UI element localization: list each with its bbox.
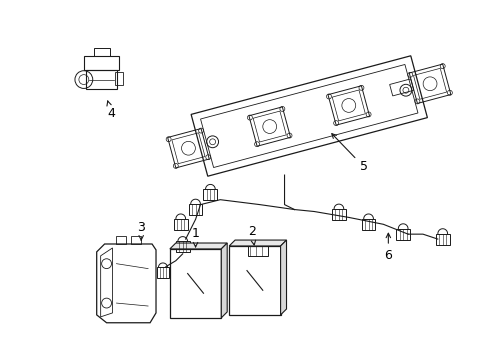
Bar bbox=[247, 246, 267, 256]
Text: 3: 3 bbox=[137, 221, 145, 240]
Polygon shape bbox=[229, 240, 286, 246]
Bar bbox=[331, 209, 345, 220]
Bar bbox=[229, 246, 280, 315]
Bar bbox=[86, 70, 117, 89]
Bar bbox=[188, 204, 202, 215]
Text: 4: 4 bbox=[107, 101, 115, 120]
Text: 1: 1 bbox=[191, 227, 199, 247]
Bar bbox=[115, 72, 123, 85]
Polygon shape bbox=[280, 240, 286, 315]
Bar bbox=[173, 219, 187, 230]
Text: 5: 5 bbox=[331, 134, 367, 173]
Bar bbox=[156, 267, 169, 278]
Bar bbox=[435, 234, 449, 244]
Bar bbox=[175, 242, 189, 252]
Bar bbox=[203, 189, 217, 200]
Bar bbox=[131, 236, 141, 244]
Text: 2: 2 bbox=[247, 225, 255, 245]
Text: 6: 6 bbox=[384, 233, 391, 262]
Bar bbox=[83, 56, 119, 70]
Polygon shape bbox=[169, 243, 227, 249]
Bar bbox=[94, 48, 109, 56]
Polygon shape bbox=[221, 243, 227, 318]
Bar bbox=[116, 236, 126, 244]
Bar bbox=[361, 219, 375, 230]
Bar bbox=[169, 249, 221, 318]
Bar bbox=[395, 229, 409, 240]
